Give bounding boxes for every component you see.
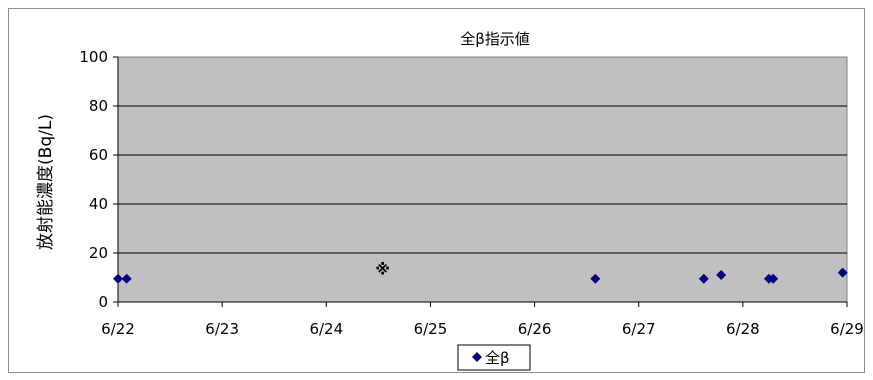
data-point-diamond [590,273,601,284]
y-tick-labels: 0 20 40 60 80 100 [79,48,108,311]
chart-title: 全β指示値 [460,30,530,48]
y-axis-label: 放射能濃度(Bq/L) [36,114,56,250]
y-tick-label: 60 [89,146,108,164]
plot-area [113,56,848,307]
y-tick-label: 20 [89,244,108,262]
data-point-diamond [121,273,132,284]
y-tick-label: 40 [89,195,108,213]
x-tick-label: 6/27 [622,320,656,338]
x-tick-label: 6/24 [309,320,343,338]
y-tick-label: 0 [98,293,108,311]
x-tick-labels: 6/22 6/23 6/24 6/25 6/26 6/27 6/28 6/29 [101,320,864,338]
x-tick-label: 6/22 [101,320,135,338]
plot-background [117,56,848,303]
legend-marker-diamond-icon [472,352,482,362]
data-point-diamond [837,267,848,278]
data-point-diamond [698,273,709,284]
legend: 全β [457,344,531,371]
x-tick-label: 6/29 [830,320,864,338]
y-tick-label: 80 [89,97,108,115]
data-point-diamond [768,273,779,284]
x-tick-label: 6/25 [414,320,448,338]
y-tick-label: 100 [79,48,108,66]
annotations: ※ [375,261,390,279]
legend-box [457,344,531,371]
x-tick-label: 6/23 [205,320,239,338]
annotation-mark: ※ [375,261,390,279]
x-tick-label: 6/28 [726,320,760,338]
data-point-diamond [716,270,727,281]
x-tick-label: 6/26 [518,320,552,338]
legend-entry: 全β [485,349,510,367]
data-point-diamond [113,273,123,284]
data-points [113,267,848,284]
